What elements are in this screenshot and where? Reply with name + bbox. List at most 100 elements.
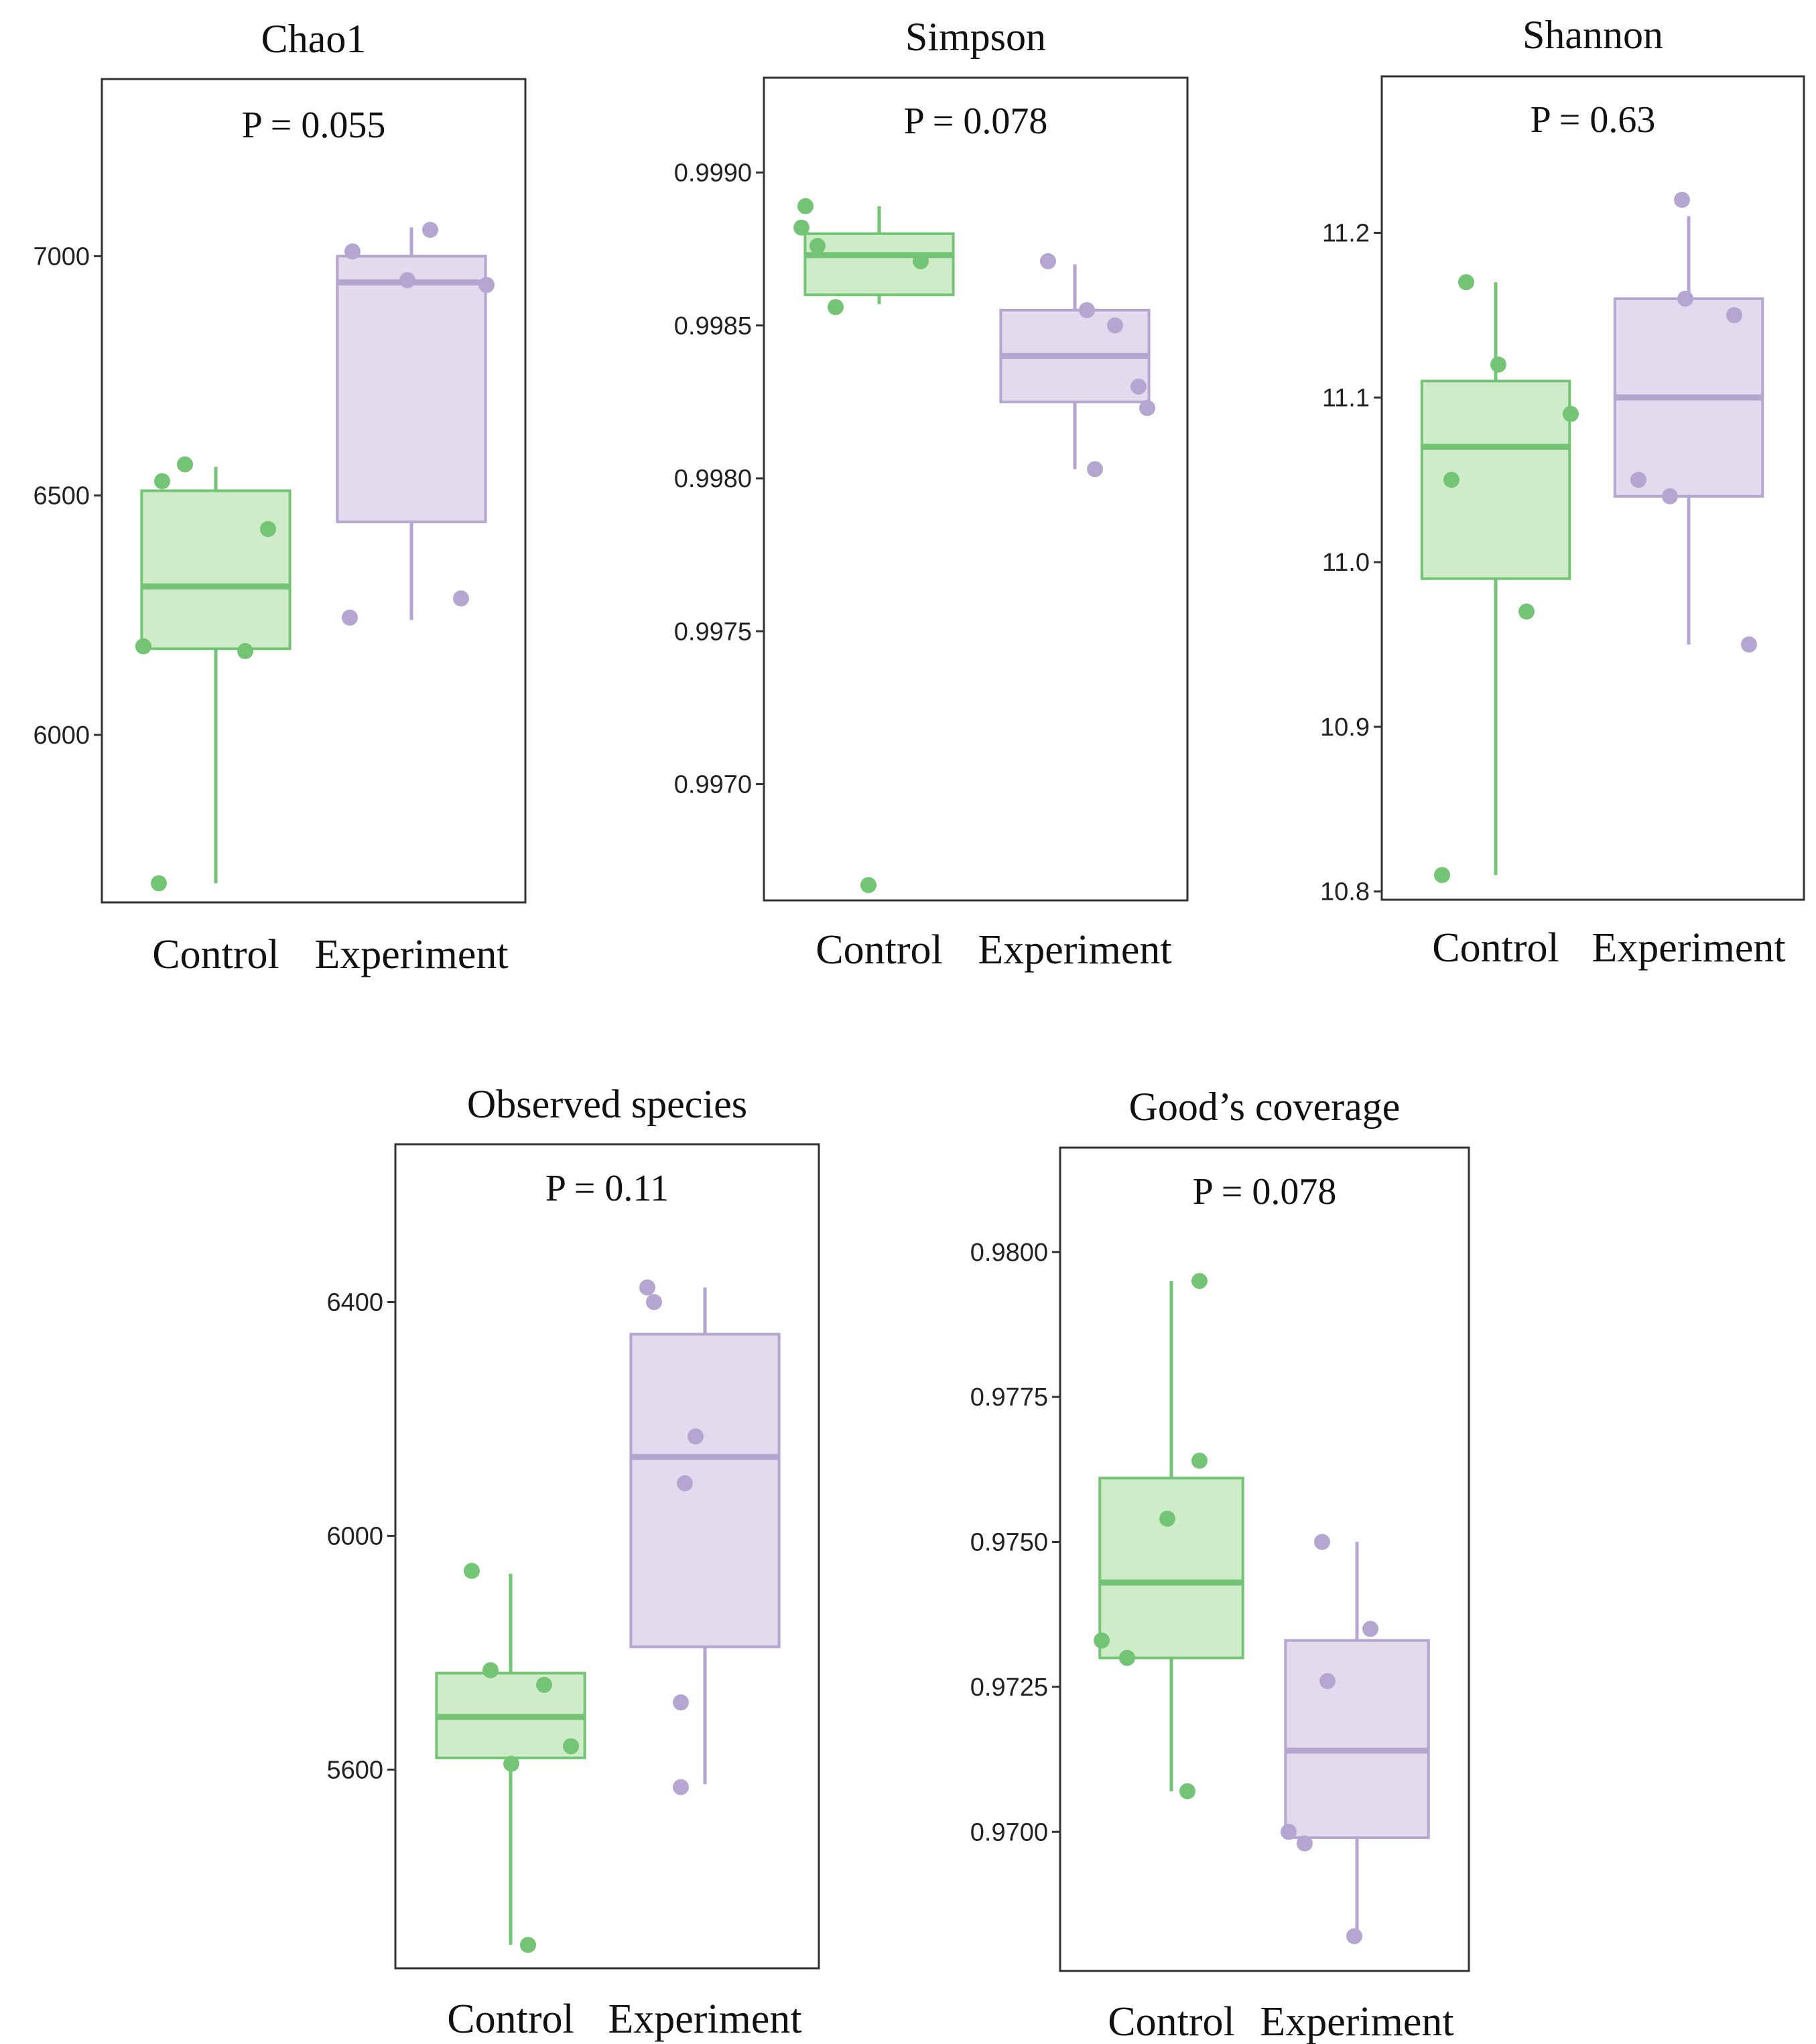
experiment-data-point [399, 272, 415, 289]
experiment-data-point [1726, 307, 1742, 324]
control-data-point [154, 473, 170, 490]
control-data-point [1094, 1632, 1110, 1649]
experiment-data-point [1130, 379, 1147, 395]
x-category-label: Control [1432, 925, 1559, 971]
experiment-data-point [1079, 301, 1095, 318]
control-data-point [1159, 1510, 1175, 1527]
y-tick-label: 0.9970 [674, 771, 752, 799]
experiment-data-point [688, 1428, 704, 1445]
y-tick-label: 0.9990 [674, 159, 752, 188]
y-tick-label: 0.9750 [970, 1529, 1048, 1557]
experiment-data-point [1281, 1824, 1297, 1840]
chart-panel-5: Good’s coverage P = 0.078 0.9700 0.9725 0.97… [970, 1085, 1470, 2044]
experiment-data-point [646, 1294, 662, 1310]
experiment-data-point [1741, 636, 1757, 653]
control-box [1098, 1477, 1244, 1659]
control-data-point [260, 521, 276, 537]
experiment-data-point [1107, 317, 1123, 334]
control-data-point [1443, 472, 1460, 488]
experiment-data-point [344, 243, 361, 260]
experiment-data-point [1040, 253, 1056, 269]
control-data-point [237, 642, 253, 659]
control-box [803, 232, 955, 297]
y-tick-label: 0.9975 [674, 618, 752, 646]
plot-frame [394, 1143, 820, 1970]
chart-title: Simpson [905, 15, 1046, 59]
control-data-point [1179, 1783, 1195, 1799]
experiment-data-point [639, 1279, 655, 1296]
y-tick-label: 10.9 [1320, 713, 1370, 742]
y-tick-label: 6000 [33, 722, 90, 750]
p-value-annotation: P = 0.055 [242, 105, 386, 146]
control-data-point [1191, 1273, 1208, 1290]
x-category-label: Control [152, 932, 279, 977]
control-data-point [563, 1738, 579, 1755]
experiment-data-point [1139, 400, 1155, 417]
x-category-label: Experiment [1592, 925, 1785, 971]
control-data-point [913, 253, 929, 269]
y-tick-label: 6400 [326, 1289, 383, 1317]
experiment-box [1284, 1639, 1430, 1839]
control-data-point [809, 238, 826, 255]
y-tick-label: 11.1 [1322, 384, 1370, 412]
experiment-data-point [1630, 472, 1646, 488]
control-data-point [828, 299, 844, 316]
p-value-annotation: P = 0.63 [1531, 99, 1656, 141]
experiment-data-point [1297, 1835, 1313, 1852]
chart-panel-2: Simpson P = 0.078 0.9970 0.9975 0.9980 0.9985… [674, 15, 1189, 973]
experiment-data-point [677, 1475, 693, 1491]
control-box [140, 489, 291, 651]
control-data-point [860, 877, 877, 894]
plot-frame [1059, 1146, 1470, 1972]
experiment-data-point [478, 277, 495, 293]
experiment-data-point [1319, 1673, 1336, 1690]
experiment-data-point [422, 222, 438, 239]
experiment-data-point [1674, 192, 1690, 208]
experiment-data-point [342, 609, 358, 626]
x-category-label: Control [816, 927, 942, 973]
chart-title: Observed species [467, 1082, 747, 1126]
y-tick-label: 7000 [33, 243, 90, 271]
control-data-point [135, 638, 151, 655]
experiment-data-point [1662, 488, 1678, 504]
y-tick-label: 10.8 [1320, 878, 1370, 906]
chart-title: Chao1 [261, 17, 367, 61]
chart-panel-1: Chao1 P = 0.055 6000 6500 7000 Control Experim… [33, 17, 527, 977]
control-data-point [520, 1937, 536, 1954]
y-tick-label: 0.9725 [970, 1674, 1048, 1702]
p-value-annotation: P = 0.078 [904, 100, 1048, 142]
y-tick-label: 11.0 [1322, 549, 1370, 577]
control-data-point [1518, 603, 1535, 620]
experiment-box [336, 255, 487, 523]
y-tick-label: 0.9985 [674, 312, 752, 340]
y-tick-label: 6000 [326, 1522, 383, 1550]
x-category-label: Control [447, 1996, 574, 2042]
chart-panel-3: Shannon P = 0.63 10.8 10.9 11.0 11.1 11.2 Contr… [1320, 13, 1805, 971]
y-tick-label: 0.9980 [674, 465, 752, 493]
control-data-point [1563, 405, 1579, 422]
experiment-data-point [1346, 1928, 1362, 1945]
chart-panel-4: Observed species P = 0.11 5600 6000 6400 Cont… [326, 1082, 820, 2042]
x-category-label: Experiment [978, 927, 1171, 973]
experiment-data-point [673, 1694, 689, 1711]
experiment-box [629, 1333, 781, 1649]
experiment-data-point [453, 590, 469, 607]
p-value-annotation: P = 0.078 [1193, 1171, 1337, 1213]
plot-frame [1380, 75, 1805, 901]
y-tick-label: 6500 [33, 482, 90, 510]
experiment-data-point [673, 1779, 689, 1795]
plot-frame [763, 76, 1189, 902]
control-data-point [482, 1662, 499, 1679]
x-category-label: Control [1108, 1999, 1234, 2044]
chart-title: Shannon [1522, 13, 1663, 57]
control-data-point [1191, 1452, 1208, 1469]
y-tick-label: 11.2 [1322, 220, 1370, 248]
y-tick-label: 0.9700 [970, 1818, 1048, 1846]
control-data-point [151, 875, 167, 892]
chart-title: Good’s coverage [1129, 1085, 1401, 1129]
x-category-label: Experiment [1260, 1999, 1453, 2044]
experiment-data-point [1314, 1534, 1330, 1550]
control-data-point [1490, 356, 1506, 373]
control-data-point [177, 456, 193, 473]
